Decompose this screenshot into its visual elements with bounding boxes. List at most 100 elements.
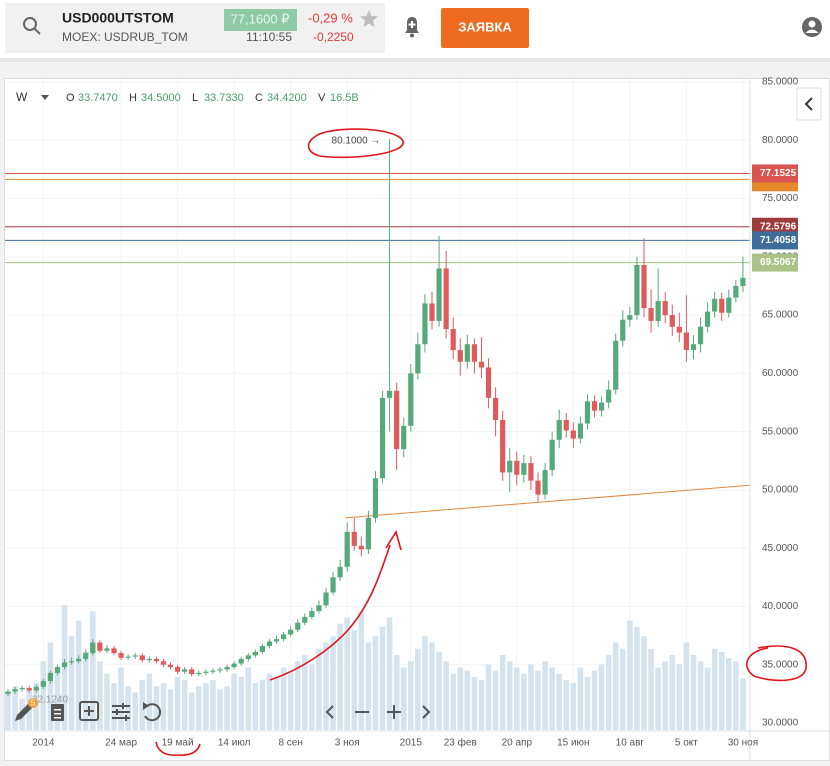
interval[interactable]: W [16, 90, 28, 104]
candle-body [450, 329, 456, 351]
candle-body [76, 658, 82, 662]
candle-body [97, 642, 103, 651]
candle-body [563, 419, 569, 431]
price-box [224, 9, 297, 31]
volume-bar [132, 692, 138, 730]
candle-body [344, 531, 350, 567]
candle-body [90, 642, 96, 654]
volume-bar [316, 648, 322, 730]
volume-bar [535, 670, 541, 730]
candle-body [61, 662, 68, 668]
candle-body [394, 390, 400, 450]
candle-body [40, 681, 46, 687]
volume-bar [146, 673, 153, 730]
x-tick-label: 23 фев [444, 737, 477, 749]
volume-bar [358, 611, 365, 730]
volume-bar [309, 664, 315, 730]
user-icon[interactable] [802, 17, 822, 37]
search-icon[interactable] [23, 17, 41, 35]
candle-body [726, 297, 732, 313]
volume-bar [5, 692, 11, 730]
candle-body [556, 419, 562, 440]
volume-bar [627, 620, 633, 730]
pencil-icon[interactable] [15, 704, 32, 721]
candle-body [139, 655, 145, 661]
volume-bar [733, 661, 739, 730]
volume-bar [577, 667, 584, 730]
candle-body [175, 667, 181, 672]
candle-body [69, 661, 75, 663]
volume-bar [90, 611, 96, 730]
settings-icon[interactable] [112, 703, 130, 721]
volume-bar [556, 673, 562, 730]
add-indicator-icon[interactable] [79, 701, 99, 721]
candle-body [705, 311, 711, 327]
scroll-left[interactable] [325, 705, 334, 719]
volume-bar [231, 673, 237, 730]
candle-body [627, 315, 633, 320]
candle-body [309, 611, 315, 617]
time: 11:10:55 [246, 30, 292, 44]
x-tick-label: 2014 [32, 738, 55, 749]
star-icon[interactable] [360, 10, 378, 27]
candle-body [712, 298, 718, 312]
candle-body [641, 264, 647, 309]
y-tick-label: 85.0000 [762, 77, 799, 88]
candle-body [273, 639, 280, 642]
volume-bar [549, 667, 555, 730]
x-tick-label: 3 ноя [335, 738, 360, 749]
list-icon[interactable] [51, 704, 64, 721]
volume-bar [54, 667, 61, 730]
volume-bar [683, 642, 690, 730]
candle-body [379, 397, 386, 479]
volume-bar [648, 648, 654, 730]
order-button[interactable] [441, 8, 529, 48]
candle-body [613, 340, 619, 390]
volume-bar [612, 642, 619, 730]
volume-bar [386, 617, 393, 730]
candle-body [570, 430, 576, 439]
candle-body [676, 326, 682, 333]
price-tag-label: 71.4058 [760, 235, 797, 246]
price-tag [752, 253, 798, 272]
collapse-button[interactable] [796, 87, 822, 121]
volume-bar [379, 626, 386, 730]
candle-body [111, 648, 117, 654]
volume-bar [620, 648, 626, 730]
volume-bar [75, 620, 82, 730]
price: 77,1600 ₽ [231, 11, 290, 26]
undo-icon[interactable] [143, 702, 162, 722]
candle-body [372, 478, 379, 518]
volume-bar [287, 670, 294, 730]
alert-icon[interactable] [405, 17, 419, 38]
candle-body [153, 658, 159, 662]
volume-bar [280, 667, 287, 730]
candle-body [245, 655, 251, 659]
candle-body [118, 653, 124, 658]
candle-body [436, 268, 442, 321]
interval-dropdown[interactable] [41, 95, 49, 100]
volume-bar [224, 686, 230, 730]
plot [5, 79, 751, 731]
ticker-card[interactable] [5, 3, 385, 53]
y-tick-label: 80.0000 [762, 135, 799, 146]
volume-bar [139, 680, 146, 730]
scroll-right[interactable] [422, 705, 431, 719]
candle-body [415, 344, 421, 374]
volume-bar [238, 676, 244, 730]
candle-body [521, 463, 527, 475]
candle-body [104, 648, 110, 651]
candle-body [485, 367, 492, 398]
candle-body [167, 664, 174, 668]
price-tag [752, 164, 798, 183]
volume-bar [372, 636, 379, 730]
volume-bar [471, 676, 478, 730]
price-tag-label: 77.1525 [760, 168, 797, 179]
zoom-in[interactable] [387, 705, 401, 719]
volume-bar [337, 623, 343, 730]
candle-body [457, 350, 463, 362]
symbol: USD000UTSTOM [62, 10, 174, 26]
candle-body [478, 361, 485, 368]
volume-bar [12, 686, 18, 730]
